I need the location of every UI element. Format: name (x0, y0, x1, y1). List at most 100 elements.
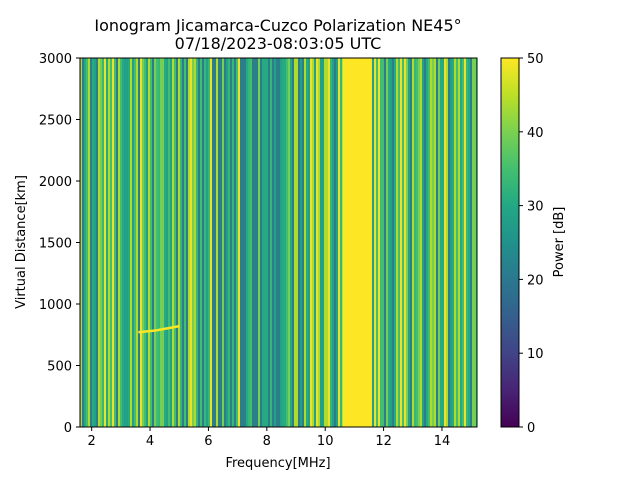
x-tick-label: 12 (375, 434, 392, 449)
heatmap-stripe (378, 58, 380, 427)
heatmap-stripe (296, 58, 298, 427)
heatmap-stripe (276, 58, 278, 427)
heatmap-stripe (334, 58, 336, 427)
saturated-band (342, 58, 372, 427)
heatmap-stripe (330, 58, 332, 427)
heatmap-stripe (138, 58, 140, 427)
heatmap-stripe (112, 58, 114, 427)
heatmap-stripe (326, 58, 328, 427)
y-tick-label: 500 (47, 360, 72, 375)
heatmap-stripe (442, 58, 444, 427)
heatmap-stripe (310, 58, 312, 427)
heatmap-stripe (394, 58, 396, 427)
heatmap-stripe (474, 58, 476, 427)
heatmap-stripe (386, 58, 388, 427)
heatmap-stripe (302, 58, 304, 427)
heatmap-stripe (416, 58, 418, 427)
heatmap-stripe (180, 58, 182, 427)
heatmap-stripe (430, 58, 432, 427)
heatmap-stripe (462, 58, 464, 427)
heatmap-stripe (206, 58, 208, 427)
heatmap-stripe (374, 58, 376, 427)
x-tick-label: 14 (434, 434, 451, 449)
heatmap-stripe (230, 58, 232, 427)
heatmap-stripe (308, 58, 310, 427)
heatmap-stripe (122, 58, 124, 427)
heatmap-stripe (268, 58, 270, 427)
heatmap-stripe (372, 58, 374, 427)
heatmap-stripe (294, 58, 296, 427)
heatmap-stripe (218, 58, 220, 427)
heatmap-stripe (190, 58, 192, 427)
y-axis-ticks: 0 500 1000 1500 2000 2500 3000 (39, 52, 80, 436)
heatmap-stripe (86, 58, 88, 427)
heatmap-stripe (96, 58, 98, 427)
heatmap-stripes (80, 58, 477, 427)
heatmap-stripe (446, 58, 448, 427)
heatmap-stripe (208, 58, 210, 427)
colorbar-tick-label: 50 (527, 52, 544, 67)
heatmap-stripe (324, 58, 326, 427)
heatmap-stripe (392, 58, 394, 427)
heatmap-stripe (156, 58, 158, 427)
heatmap-stripe (106, 58, 108, 427)
heatmap-stripe (188, 58, 190, 427)
heatmap-stripe (80, 58, 82, 427)
y-tick-label: 2500 (39, 114, 72, 129)
heatmap-stripe (118, 58, 120, 427)
heatmap-stripe (202, 58, 204, 427)
heatmap-stripe (176, 58, 178, 427)
heatmap-stripe (250, 58, 252, 427)
heatmap-stripe (400, 58, 402, 427)
colorbar-tick-label: 10 (527, 347, 544, 362)
heatmap-stripe (402, 58, 404, 427)
heatmap-stripe (204, 58, 206, 427)
heatmap-stripe (192, 58, 194, 427)
heatmap-stripe (434, 58, 436, 427)
heatmap-stripe (252, 58, 254, 427)
heatmap-stripe (222, 58, 224, 427)
heatmap-stripe (152, 58, 154, 427)
heatmap-stripe (316, 58, 318, 427)
heatmap-stripe (240, 58, 242, 427)
y-tick-label: 1500 (39, 237, 72, 252)
heatmap-stripe (448, 58, 450, 427)
heatmap-stripe (380, 58, 382, 427)
heatmap-stripe (172, 58, 174, 427)
heatmap-stripe (170, 58, 172, 427)
heatmap-stripe (196, 58, 198, 427)
heatmap-stripe (164, 58, 166, 427)
heatmap-stripe (174, 58, 176, 427)
heatmap-stripe (318, 58, 320, 427)
heatmap-stripe (432, 58, 434, 427)
heatmap-stripe (322, 58, 324, 427)
heatmap-stripe (162, 58, 164, 427)
heatmap-stripe (200, 58, 202, 427)
heatmap-stripe (214, 58, 216, 427)
heatmap-stripe (298, 58, 300, 427)
heatmap-stripe (116, 58, 118, 427)
heatmap-stripe (428, 58, 430, 427)
heatmap-stripe (408, 58, 410, 427)
colorbar-tick-label: 40 (527, 126, 544, 141)
echo-trace (138, 324, 180, 334)
heatmap-stripe (472, 58, 474, 427)
heatmap-stripe (418, 58, 420, 427)
heatmap-stripe (254, 58, 256, 427)
heatmap-stripe (458, 58, 460, 427)
heatmap-stripe (178, 58, 180, 427)
heatmap-stripe (410, 58, 412, 427)
heatmap-stripe (272, 58, 274, 427)
heatmap-stripe (424, 58, 426, 427)
heatmap-stripe (426, 58, 428, 427)
heatmap-stripe (228, 58, 230, 427)
heatmap-stripe (128, 58, 130, 427)
heatmap-stripe (90, 58, 92, 427)
heatmap-stripe (92, 58, 94, 427)
y-axis-label: Virtual Distance[km] (14, 175, 29, 309)
x-tick-label: 4 (146, 434, 154, 449)
x-tick-label: 8 (263, 434, 271, 449)
heatmap-stripe (144, 58, 146, 427)
heatmap-stripe (288, 58, 290, 427)
